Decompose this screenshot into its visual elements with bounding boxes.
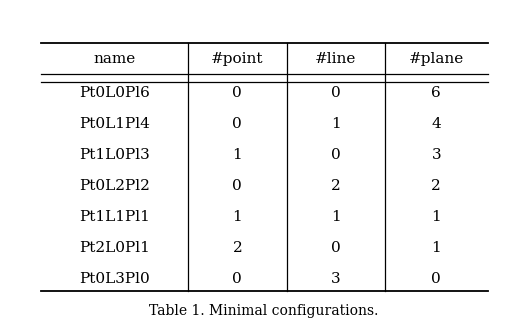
Text: Table 1. Minimal configurations.: Table 1. Minimal configurations. (149, 304, 379, 318)
Text: #point: #point (211, 52, 264, 66)
Text: Pt0L0Pl6: Pt0L0Pl6 (79, 87, 150, 101)
Text: 0: 0 (233, 272, 242, 286)
Text: 2: 2 (431, 179, 441, 193)
Text: 0: 0 (331, 241, 340, 255)
Text: 1: 1 (233, 148, 242, 162)
Text: Pt0L2Pl2: Pt0L2Pl2 (79, 179, 150, 193)
Text: 3: 3 (431, 148, 441, 162)
Text: 1: 1 (431, 241, 441, 255)
Text: Pt1L1Pl1: Pt1L1Pl1 (79, 210, 150, 224)
Text: 6: 6 (431, 87, 441, 101)
Text: 4: 4 (431, 117, 441, 131)
Text: 0: 0 (431, 272, 441, 286)
Text: 0: 0 (331, 87, 340, 101)
Text: 1: 1 (331, 210, 340, 224)
Text: 0: 0 (331, 148, 340, 162)
Text: #plane: #plane (408, 52, 464, 66)
Text: 1: 1 (233, 210, 242, 224)
Text: Pt2L0Pl1: Pt2L0Pl1 (79, 241, 150, 255)
Text: 2: 2 (233, 241, 242, 255)
Text: 0: 0 (233, 87, 242, 101)
Text: 0: 0 (233, 117, 242, 131)
Text: 1: 1 (431, 210, 441, 224)
Text: #line: #line (315, 52, 357, 66)
Text: Pt1L0Pl3: Pt1L0Pl3 (79, 148, 150, 162)
Text: name: name (93, 52, 136, 66)
Text: 3: 3 (331, 272, 340, 286)
Text: Pt0L3Pl0: Pt0L3Pl0 (79, 272, 150, 286)
Text: Pt0L1Pl4: Pt0L1Pl4 (79, 117, 150, 131)
Text: 0: 0 (233, 179, 242, 193)
Text: 1: 1 (331, 117, 340, 131)
Text: 2: 2 (331, 179, 340, 193)
